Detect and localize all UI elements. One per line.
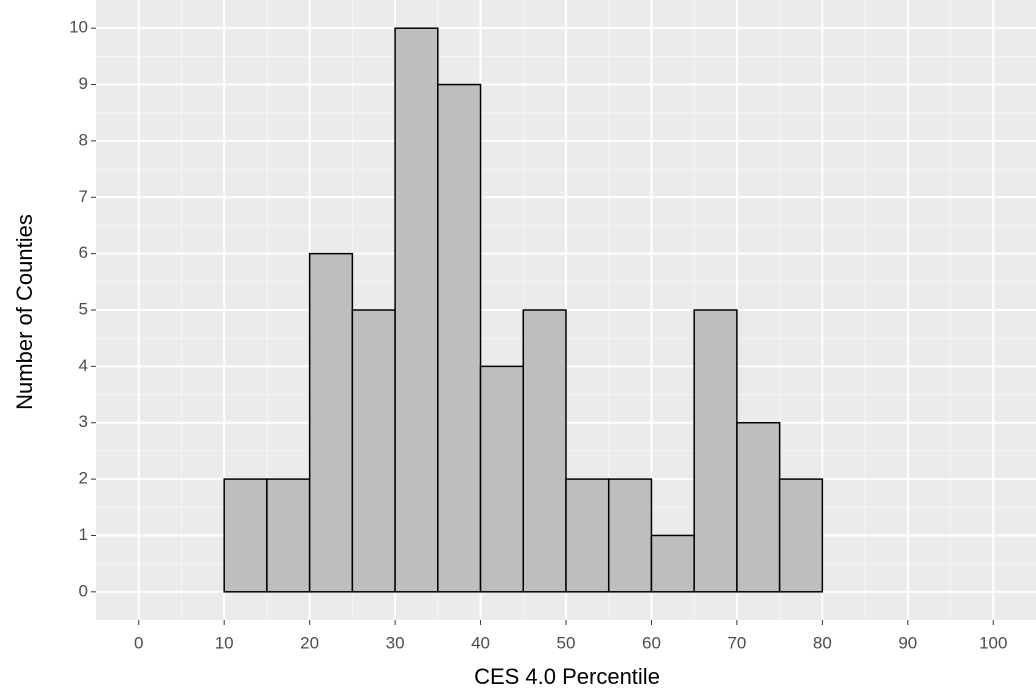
bar xyxy=(736,421,781,593)
y-tick-label: 4 xyxy=(79,356,88,375)
x-tick-label: 80 xyxy=(813,633,832,652)
y-tick-label: 3 xyxy=(79,412,88,431)
y-axis-title: Number of Counties xyxy=(12,214,37,410)
bars xyxy=(223,27,824,593)
x-tick-label: 70 xyxy=(727,633,746,652)
bar xyxy=(565,478,610,593)
x-tick-label: 40 xyxy=(471,633,490,652)
y-tick-label: 6 xyxy=(79,243,88,262)
bar xyxy=(266,478,311,593)
y-tick-label: 10 xyxy=(69,18,88,37)
bar xyxy=(394,27,439,593)
bar xyxy=(778,478,824,593)
grid xyxy=(96,0,1036,620)
y-tick-label: 2 xyxy=(79,469,88,488)
y-tick-label: 5 xyxy=(79,299,88,318)
bar xyxy=(693,309,738,593)
x-tick-label: 90 xyxy=(898,633,917,652)
y-tick-label: 0 xyxy=(79,581,88,600)
x-tick-label: 60 xyxy=(642,633,661,652)
bar xyxy=(479,365,525,593)
y-tick-label: 8 xyxy=(79,130,88,149)
bar xyxy=(308,252,354,593)
y-tick-label: 1 xyxy=(79,525,88,544)
x-tick-label: 100 xyxy=(979,633,1007,652)
bar xyxy=(650,534,695,593)
y-tick-label: 7 xyxy=(79,187,88,206)
bar xyxy=(223,478,268,593)
bar xyxy=(522,309,567,593)
x-tick-label: 0 xyxy=(134,633,143,652)
x-axis-title: CES 4.0 Percentile xyxy=(474,664,660,689)
x-tick-label: 50 xyxy=(557,633,576,652)
y-tick-label: 9 xyxy=(79,74,88,93)
bar xyxy=(437,83,482,593)
x-tick-label: 20 xyxy=(300,633,319,652)
x-tick-label: 10 xyxy=(215,633,234,652)
x-tick-label: 30 xyxy=(386,633,405,652)
bar xyxy=(351,309,396,593)
bar xyxy=(607,478,653,593)
